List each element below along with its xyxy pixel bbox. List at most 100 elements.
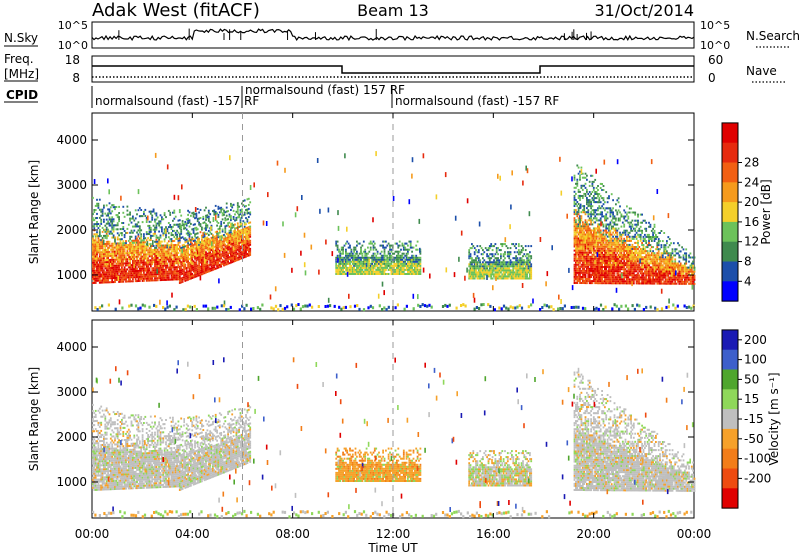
echo-cell xyxy=(173,210,175,212)
echo-cell xyxy=(109,241,111,243)
echo-cell xyxy=(402,259,404,261)
echo-cell xyxy=(99,229,101,231)
echo-cell xyxy=(605,268,607,270)
echo-cell xyxy=(601,252,603,254)
echo-cell xyxy=(608,228,610,230)
echo-cell xyxy=(391,251,393,253)
echo-cell xyxy=(162,267,164,269)
echo-cell xyxy=(95,209,97,211)
echo-cell xyxy=(114,237,116,239)
echo-cell xyxy=(608,197,610,199)
echo-cell xyxy=(142,215,144,217)
echo-cell xyxy=(518,243,520,245)
echo-cell xyxy=(167,230,169,232)
echo-cell xyxy=(190,223,192,225)
nave-tick-bottom: 0 xyxy=(708,71,716,85)
echo-cell xyxy=(611,238,613,240)
echo-cell xyxy=(528,253,530,255)
echo-cell xyxy=(150,221,152,223)
echo-cell xyxy=(96,231,98,233)
echo-cell xyxy=(198,238,200,240)
echo-cell xyxy=(373,255,375,257)
echo-cell xyxy=(129,220,131,222)
echo-cell xyxy=(576,181,578,183)
echo-cell xyxy=(127,250,129,252)
echo-cell xyxy=(180,233,182,235)
echo-cell xyxy=(477,255,479,257)
echo-cell xyxy=(100,221,102,223)
echo-cell xyxy=(587,211,589,213)
echo-cell xyxy=(244,199,246,201)
echo-cell xyxy=(575,221,577,223)
echo-cell xyxy=(415,255,417,257)
echo-cell xyxy=(471,257,473,259)
echo-cell xyxy=(219,230,221,232)
echo-cell xyxy=(605,226,607,228)
echo-cell xyxy=(610,232,612,234)
echo-cell xyxy=(585,219,587,221)
echo-cell xyxy=(233,204,235,206)
echo-cell xyxy=(612,232,614,234)
echo-cell xyxy=(479,259,481,261)
echo-cell xyxy=(581,187,583,189)
echo-cell xyxy=(581,215,583,217)
echo-cell xyxy=(587,215,589,217)
echo-cell xyxy=(151,255,153,257)
echo-cell xyxy=(391,255,393,257)
echo-cell xyxy=(593,213,595,215)
beam-title: Beam 13 xyxy=(357,1,429,20)
echo-cell xyxy=(161,226,163,228)
echo-cell xyxy=(157,279,159,281)
echo-cell xyxy=(132,216,134,218)
echo-cell xyxy=(605,215,607,217)
echo-cell xyxy=(386,267,388,269)
echo-cell xyxy=(135,236,137,238)
echo-cell xyxy=(102,237,104,239)
echo-cell xyxy=(93,211,95,213)
echo-cell xyxy=(522,255,524,257)
echo-cell xyxy=(96,262,98,264)
echo-cell xyxy=(598,199,600,201)
echo-cell xyxy=(530,263,532,265)
echo-cell xyxy=(167,228,169,230)
echo-cell xyxy=(525,249,527,251)
echo-cell xyxy=(345,251,347,253)
echo-cell xyxy=(117,222,119,224)
echo-cell xyxy=(132,278,134,280)
echo-cell xyxy=(471,263,473,265)
echo-cell xyxy=(150,247,152,249)
echo-cell xyxy=(574,191,576,193)
echo-cell xyxy=(479,261,481,263)
echo-cell xyxy=(249,228,251,230)
echo-cell xyxy=(99,225,101,227)
echo-cell xyxy=(102,227,104,229)
echo-cell xyxy=(528,257,530,259)
echo-cell xyxy=(164,249,166,251)
echo-cell xyxy=(611,209,613,211)
echo-cell xyxy=(474,251,476,253)
echo-cell xyxy=(136,268,138,270)
echo-cell xyxy=(490,257,492,259)
echo-cell xyxy=(129,214,131,216)
echo-cell xyxy=(161,228,163,230)
echo-cell xyxy=(493,255,495,257)
echo-cell xyxy=(117,232,119,234)
echo-cell xyxy=(420,261,422,263)
echo-cell xyxy=(249,211,251,213)
echo-cell xyxy=(586,175,588,177)
echo-cell xyxy=(344,245,346,247)
echo-cell xyxy=(610,215,612,217)
echo-cell xyxy=(600,187,602,189)
echo-cell xyxy=(614,252,616,254)
echo-cell xyxy=(579,179,581,181)
echo-cell xyxy=(610,213,612,215)
echo-cell xyxy=(610,224,612,226)
echo-cell xyxy=(420,269,422,271)
noise-tick-bottom-right: 10^0 xyxy=(700,39,730,52)
echo-cell xyxy=(121,267,123,269)
echo-cell xyxy=(576,205,578,207)
echo-cell xyxy=(117,236,119,238)
echo-cell xyxy=(589,191,591,193)
echo-cell xyxy=(146,231,148,233)
echo-cell xyxy=(230,229,232,231)
